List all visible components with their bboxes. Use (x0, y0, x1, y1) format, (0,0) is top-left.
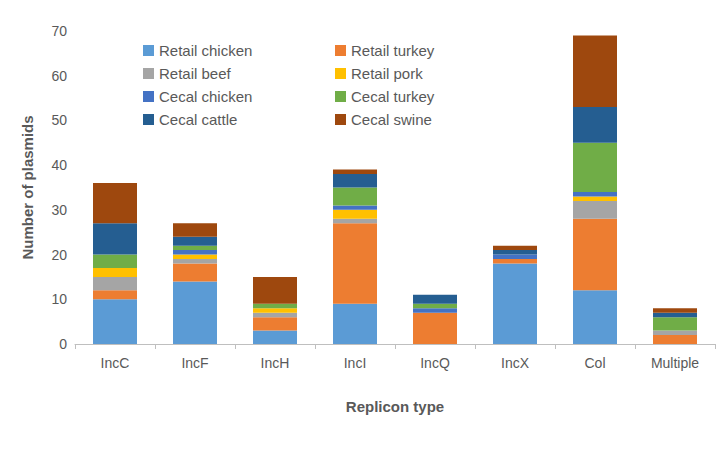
svg-text:IncH: IncH (261, 355, 290, 371)
svg-text:Cecal cattle: Cecal cattle (159, 111, 237, 128)
svg-text:Col: Col (584, 355, 605, 371)
svg-text:40: 40 (51, 157, 67, 173)
svg-text:30: 30 (51, 202, 67, 218)
svg-text:Cecal chicken: Cecal chicken (159, 88, 252, 105)
svg-text:Cecal swine: Cecal swine (351, 111, 432, 128)
svg-text:10: 10 (51, 291, 67, 307)
svg-text:Replicon type: Replicon type (346, 398, 444, 415)
svg-text:20: 20 (51, 247, 67, 263)
svg-text:IncF: IncF (181, 355, 208, 371)
svg-text:Retail pork: Retail pork (351, 65, 423, 82)
svg-text:IncQ: IncQ (420, 355, 450, 371)
svg-text:Retail chicken: Retail chicken (159, 42, 252, 59)
svg-text:IncI: IncI (344, 355, 367, 371)
svg-text:50: 50 (51, 112, 67, 128)
svg-text:0: 0 (59, 336, 67, 352)
svg-text:Cecal turkey: Cecal turkey (351, 88, 435, 105)
svg-text:Multiple: Multiple (651, 355, 699, 371)
svg-text:Number of plasmids: Number of plasmids (19, 115, 36, 259)
svg-text:70: 70 (51, 23, 67, 39)
svg-text:IncX: IncX (501, 355, 530, 371)
svg-text:60: 60 (51, 68, 67, 84)
svg-text:Retail beef: Retail beef (159, 65, 232, 82)
svg-text:Retail turkey: Retail turkey (351, 42, 435, 59)
svg-text:IncC: IncC (101, 355, 130, 371)
